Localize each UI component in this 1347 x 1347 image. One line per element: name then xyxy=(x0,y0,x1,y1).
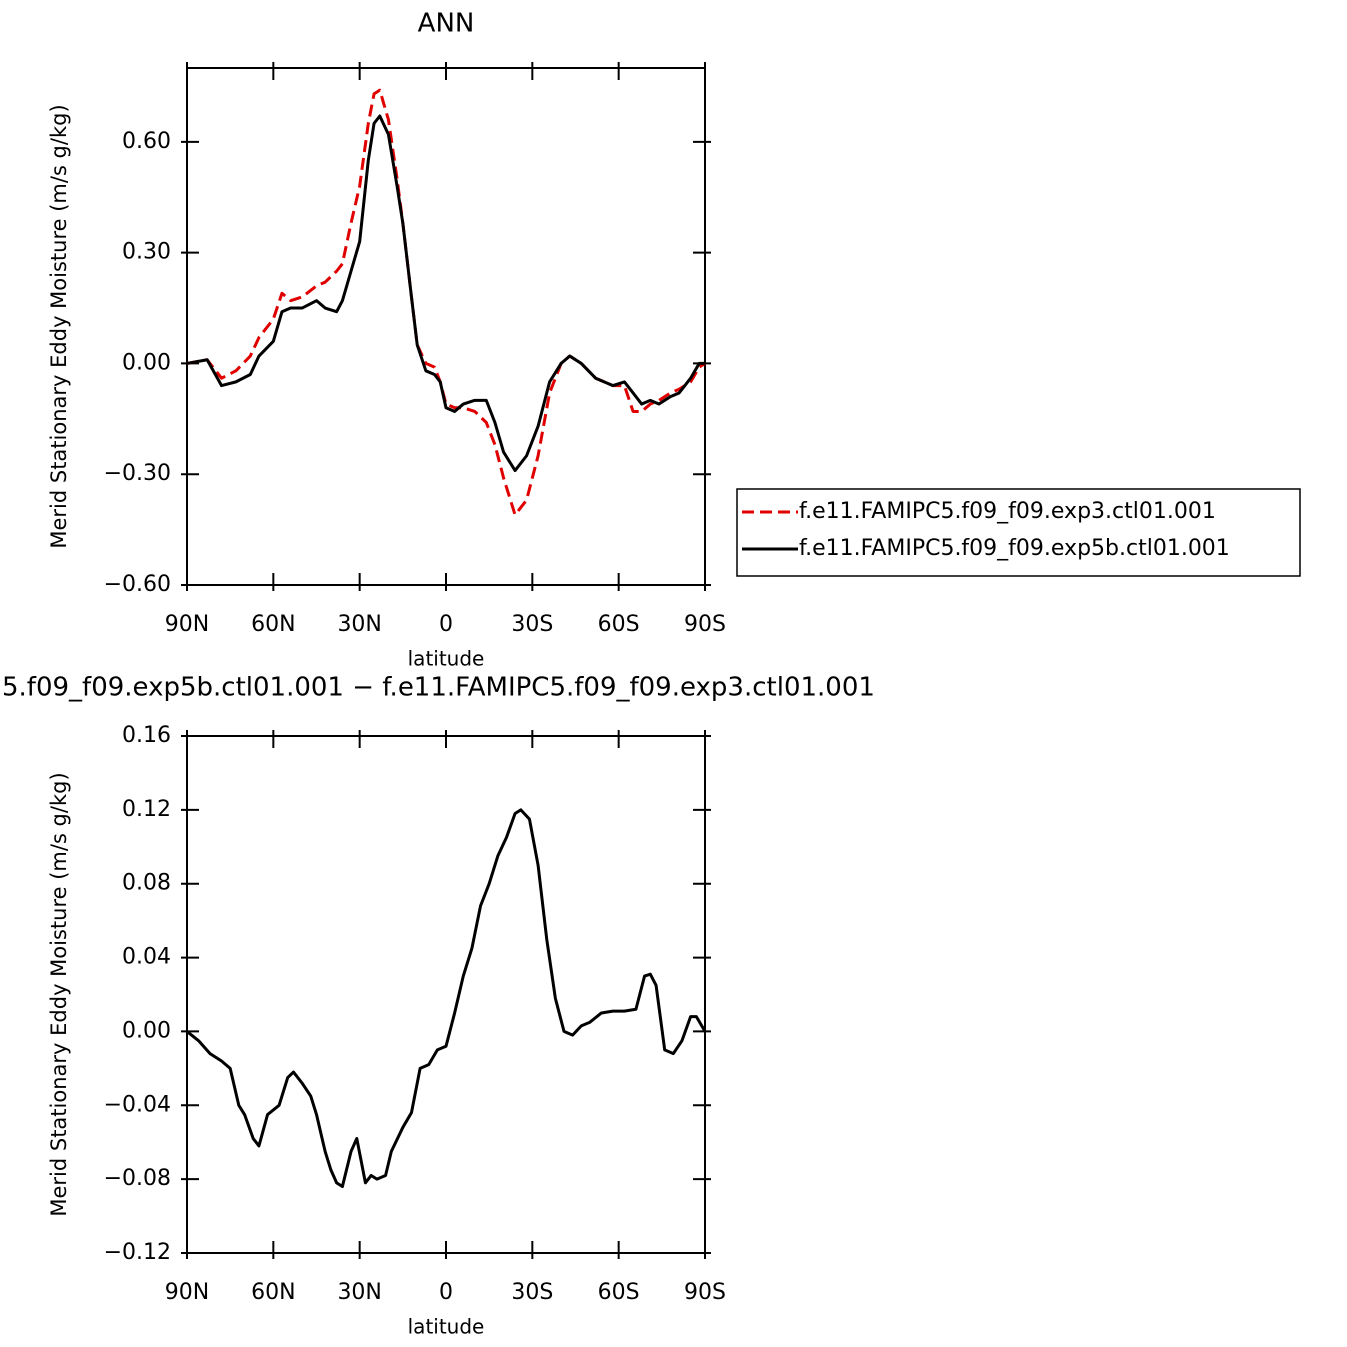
x-tick-label: 60S xyxy=(598,1280,640,1305)
legend-label: f.e11.FAMIPC5.f09_f09.exp5b.ctl01.001 xyxy=(799,536,1230,561)
y-tick-label: −0.12 xyxy=(104,1240,171,1265)
y-tick-label: −0.60 xyxy=(104,572,171,597)
plot-frame xyxy=(186,67,706,586)
x-tick-label: 30N xyxy=(337,612,381,637)
y-tick-label: 0.30 xyxy=(122,240,171,265)
x-tick-label: 0 xyxy=(439,612,453,637)
y-tick-label: −0.30 xyxy=(104,461,171,486)
y-axis-label: Merid Stationary Eddy Moisture (m/s g/kg… xyxy=(47,104,71,548)
x-tick-label: 30N xyxy=(337,1280,381,1305)
y-tick-label: 0.16 xyxy=(122,723,171,748)
y-tick-label: 0.60 xyxy=(122,129,171,154)
x-tick-label: 90S xyxy=(684,1280,726,1305)
y-tick-label: −0.08 xyxy=(104,1166,171,1191)
y-tick-label: 0.00 xyxy=(122,1018,171,1043)
x-tick-label: 90N xyxy=(165,612,209,637)
y-axis-label: Merid Stationary Eddy Moisture (m/s g/kg… xyxy=(47,772,71,1216)
x-tick-label: 60S xyxy=(598,612,640,637)
x-tick-label: 60N xyxy=(251,612,295,637)
x-tick-label: 30S xyxy=(511,612,553,637)
y-tick-label: 0.00 xyxy=(122,350,171,375)
data-line xyxy=(186,808,707,1189)
x-tick-label: 90S xyxy=(684,612,726,637)
y-tick-label: 0.04 xyxy=(122,945,171,970)
legend-box xyxy=(736,488,1301,577)
x-tick-label: 0 xyxy=(439,1280,453,1305)
chart-title: 5.f09_f09.exp5b.ctl01.001 − f.e11.FAMIPC… xyxy=(2,673,875,703)
data-line xyxy=(186,88,706,517)
legend-label: f.e11.FAMIPC5.f09_f09.exp3.ctl01.001 xyxy=(799,499,1216,524)
x-tick-label: 60N xyxy=(251,1280,295,1305)
data-line xyxy=(186,114,705,473)
x-axis-label: latitude xyxy=(408,647,485,671)
y-tick-label: 0.08 xyxy=(122,871,171,896)
x-tick-label: 90N xyxy=(165,1280,209,1305)
chart-title: ANN xyxy=(418,9,475,39)
legend: f.e11.FAMIPC5.f09_f09.exp3.ctl01.001 f.e1… xyxy=(736,488,1301,577)
plot-frame xyxy=(186,735,706,1254)
y-tick-label: −0.04 xyxy=(104,1092,171,1117)
x-tick-label: 30S xyxy=(511,1280,553,1305)
y-tick-label: 0.12 xyxy=(122,797,171,822)
x-axis-label: latitude xyxy=(408,1315,485,1339)
